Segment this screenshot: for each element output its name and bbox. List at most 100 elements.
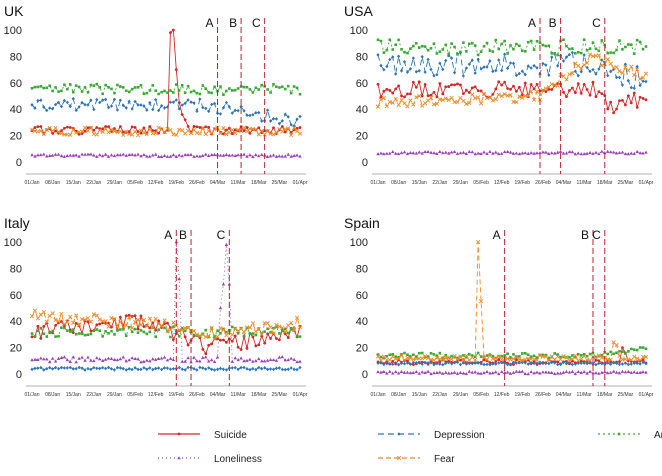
data-point: [274, 366, 279, 371]
data-point: [197, 131, 202, 136]
data-point: [172, 91, 175, 94]
data-point: [505, 370, 510, 374]
data-point: [594, 355, 598, 359]
data-point: [441, 371, 445, 375]
series-depression: [376, 360, 648, 367]
data-point: [254, 367, 258, 372]
data-point: [567, 52, 572, 57]
data-point: [289, 123, 293, 127]
data-point: [426, 57, 430, 62]
data-point: [567, 370, 572, 374]
data-point: [183, 329, 187, 333]
data-point: [517, 370, 522, 374]
data-point: [385, 48, 389, 52]
data-point: [470, 92, 475, 97]
data-point: [500, 355, 503, 358]
data-point: [39, 153, 43, 157]
data-point: [547, 356, 551, 360]
data-point: [579, 361, 583, 366]
y-tick-label: 100: [350, 237, 368, 249]
x-tick-label: 26/Feb: [535, 392, 551, 398]
data-point: [147, 316, 152, 321]
data-point: [446, 151, 451, 155]
data-point: [71, 153, 75, 157]
data-point: [600, 149, 604, 153]
data-point: [465, 355, 468, 359]
data-point: [115, 365, 120, 370]
data-point: [635, 149, 639, 154]
data-point: [603, 362, 607, 367]
data-point: [260, 152, 264, 157]
data-point: [582, 53, 586, 57]
data-point: [277, 324, 282, 329]
data-point: [417, 80, 421, 84]
series-line: [31, 309, 301, 340]
data-point: [248, 88, 252, 91]
data-point: [568, 89, 571, 92]
data-point: [508, 61, 513, 65]
data-point: [251, 154, 255, 158]
data-point: [254, 333, 258, 337]
data-point: [382, 67, 386, 72]
data-point: [51, 131, 55, 135]
data-point: [458, 370, 463, 374]
data-point: [268, 119, 273, 123]
data-point: [106, 324, 111, 329]
data-point: [541, 150, 545, 154]
data-point: [417, 46, 421, 49]
data-point: [438, 370, 442, 374]
data-point: [221, 153, 226, 157]
data-point: [382, 89, 386, 93]
data-point: [189, 152, 193, 156]
data-point: [632, 86, 636, 91]
data-point: [562, 38, 565, 42]
x-tick-label: 04/Mar: [210, 392, 226, 398]
x-tick-label: 08/Jan: [45, 180, 60, 186]
data-point: [165, 328, 170, 333]
data-point: [260, 366, 264, 371]
data-point: [400, 94, 403, 98]
data-point: [532, 63, 536, 68]
data-point: [417, 93, 422, 99]
y-tick-label: 40: [10, 316, 22, 328]
data-point: [74, 366, 78, 371]
data-point: [174, 154, 179, 158]
data-point: [499, 151, 504, 155]
data-point: [236, 358, 240, 362]
data-point: [482, 65, 486, 69]
data-point: [594, 47, 598, 51]
x-tick-label: 05/Feb: [127, 392, 143, 398]
data-point: [186, 98, 190, 102]
data-point: [606, 149, 610, 153]
legend-label: Fear: [434, 454, 455, 465]
data-point: [218, 112, 223, 116]
event-label: A: [493, 228, 501, 242]
data-point: [295, 334, 299, 338]
data-point: [464, 353, 469, 358]
data-point: [382, 356, 386, 360]
data-point: [482, 150, 486, 154]
data-point: [644, 370, 648, 374]
data-point: [151, 107, 155, 112]
data-point: [612, 51, 615, 55]
event-label: A: [164, 228, 172, 242]
data-point: [376, 82, 380, 86]
data-point: [159, 154, 164, 158]
event-label: A: [206, 16, 214, 30]
data-point: [118, 366, 122, 370]
data-point: [113, 333, 116, 336]
data-point: [115, 323, 120, 328]
data-point: [66, 329, 69, 332]
data-point: [57, 334, 60, 338]
data-point: [127, 367, 131, 371]
x-tick-label: 15/Jan: [66, 180, 81, 186]
data-point: [453, 83, 456, 87]
data-point: [547, 73, 551, 77]
data-point: [59, 311, 64, 317]
x-tick-label: 05/Feb: [473, 392, 489, 398]
data-point: [565, 44, 568, 48]
data-point: [553, 352, 557, 355]
data-point: [623, 103, 627, 107]
data-point: [455, 151, 460, 155]
data-point: [180, 327, 185, 332]
